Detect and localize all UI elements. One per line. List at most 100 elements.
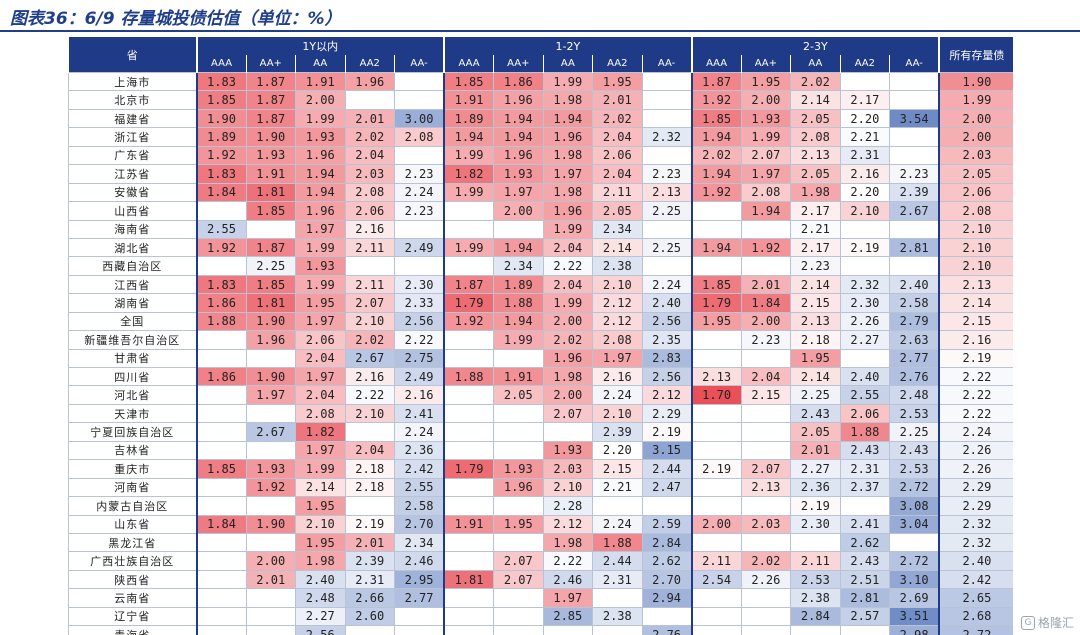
valuation-cell: 1.97 (245, 385, 296, 405)
table-row: 湖南省 1.86 1.81 1.95 2.07 2.33 1.79 1.88 1.99 2.12 2… (68, 293, 1013, 313)
province-cell: 新疆维吾尔自治区 (68, 330, 197, 350)
all-bonds-cell: 2.00 (938, 127, 1013, 147)
valuation-cell (690, 496, 742, 516)
valuation-cell: 2.00 (740, 311, 792, 332)
valuation-cell (195, 201, 247, 221)
valuation-cell: 2.56 (295, 625, 346, 635)
valuation-cell: 2.53 (889, 459, 940, 479)
valuation-cell: 1.93 (245, 145, 296, 166)
all-bonds-header: 所有存量债 (938, 37, 1013, 73)
valuation-cell: 2.76 (641, 625, 693, 635)
valuation-cell: 2.35 (641, 330, 693, 350)
province-cell: 浙江省 (68, 127, 197, 147)
valuation-cell: 2.37 (839, 477, 891, 498)
valuation-cell (245, 496, 296, 516)
valuation-cell: 2.63 (889, 330, 940, 350)
valuation-cell: 1.95 (295, 532, 346, 553)
valuation-cell (839, 219, 891, 239)
valuation-cell: 1.95 (690, 311, 742, 332)
table-row: 黑龙江省 1.95 2.01 2.34 1.98 1.88 2.84 2.62 2.32 (68, 532, 1013, 553)
valuation-cell: 1.97 (295, 366, 346, 387)
valuation-cell: 3.51 (889, 606, 940, 627)
valuation-cell: 2.31 (344, 569, 395, 590)
valuation-cell: 2.24 (641, 274, 693, 295)
valuation-cell: 2.01 (740, 274, 792, 295)
valuation-cell: 2.55 (195, 219, 247, 239)
table-row: 四川省 1.86 1.90 1.97 2.16 2.49 1.88 1.91 1.98 2.16 2… (68, 366, 1013, 387)
valuation-cell: 2.77 (394, 588, 445, 608)
table-row: 山西省 1.85 1.96 2.06 2.23 2.00 1.96 2.05 2.25 1.94 2… (68, 201, 1013, 221)
all-bonds-cell: 2.29 (938, 477, 1013, 498)
province-cell: 广东省 (68, 145, 197, 166)
valuation-cell: 1.96 (542, 201, 594, 221)
province-cell: 四川省 (68, 366, 197, 387)
valuation-cell: 2.25 (889, 422, 940, 442)
valuation-cell: 2.17 (839, 90, 891, 110)
valuation-cell: 1.85 (245, 201, 296, 221)
valuation-cell: 2.10 (839, 201, 891, 221)
valuation-cell (690, 403, 742, 424)
valuation-cell: 2.56 (641, 366, 693, 387)
valuation-cell: 2.03 (542, 459, 594, 479)
valuation-cell: 1.79 (690, 293, 742, 313)
valuation-cell (443, 496, 495, 516)
valuation-cell: 2.31 (592, 569, 643, 590)
valuation-cell: 1.86 (195, 366, 247, 387)
valuation-cell: 1.92 (195, 237, 247, 258)
valuation-cell: 1.95 (295, 496, 346, 516)
valuation-cell (889, 71, 940, 92)
valuation-cell: 2.39 (592, 422, 643, 442)
valuation-cell: 1.92 (690, 90, 742, 110)
valuation-cell: 1.94 (740, 201, 792, 221)
maturity-group-header: 2-3Y (690, 37, 940, 55)
table-row: 海南省 2.55 1.97 2.16 1.99 2.34 2.21 2.10 (68, 219, 1013, 239)
valuation-cell: 2.10 (592, 274, 643, 295)
valuation-cell: 2.04 (344, 440, 395, 461)
valuation-cell: 1.98 (542, 532, 594, 553)
valuation-cell: 2.84 (641, 532, 693, 553)
valuation-cell: 2.31 (839, 459, 891, 479)
valuation-cell: 2.40 (839, 366, 891, 387)
valuation-cell: 2.30 (394, 274, 445, 295)
valuation-cell: 1.88 (592, 532, 643, 553)
valuation-cell (493, 422, 544, 442)
table-row: 天津市 2.08 2.10 2.41 2.07 2.10 2.29 2.43 2.06 2.53 2… (68, 403, 1013, 424)
province-cell: 重庆市 (68, 459, 197, 479)
valuation-cell: 2.14 (790, 274, 841, 295)
valuation-cell: 2.25 (641, 237, 693, 258)
valuation-cell: 2.62 (839, 532, 891, 553)
valuation-cell (592, 496, 643, 516)
table-row: 广东省 1.92 1.93 1.96 2.04 1.99 1.96 1.98 2.06 2.02 2… (68, 145, 1013, 166)
valuation-cell (889, 219, 940, 239)
valuation-cell: 2.76 (889, 366, 940, 387)
valuation-cell: 2.36 (790, 477, 841, 498)
valuation-cell: 2.17 (790, 201, 841, 221)
valuation-cell: 2.95 (394, 569, 445, 590)
valuation-cell: 2.03 (740, 514, 792, 534)
province-cell: 湖南省 (68, 293, 197, 313)
all-bonds-cell: 2.06 (938, 182, 1013, 203)
valuation-cell: 1.93 (295, 127, 346, 147)
valuation-cell: 2.27 (839, 330, 891, 350)
valuation-cell (443, 588, 495, 608)
valuation-cell: 2.01 (344, 532, 395, 553)
province-cell: 河南省 (68, 477, 197, 498)
valuation-cell: 1.90 (245, 366, 296, 387)
figure-title: 图表36：6/9 存量城投债估值（单位：%） (10, 9, 342, 29)
valuation-cell: 3.15 (641, 440, 693, 461)
valuation-cell: 2.23 (394, 201, 445, 221)
valuation-cell (344, 90, 395, 110)
province-cell: 山西省 (68, 201, 197, 221)
valuation-cell: 1.97 (592, 348, 643, 369)
province-header: 省 (68, 37, 197, 73)
valuation-cell: 1.96 (493, 477, 544, 498)
all-bonds-cell: 2.08 (938, 201, 1013, 221)
table-row: 广西壮族自治区 2.00 1.98 2.39 2.46 2.07 2.22 2.44 2.62 2… (68, 551, 1013, 571)
valuation-cell (889, 145, 940, 166)
valuation-cell: 2.12 (592, 293, 643, 313)
valuation-cell: 2.06 (295, 330, 346, 350)
valuation-cell: 3.00 (394, 108, 445, 129)
watermark-text: 格隆汇 (1037, 616, 1074, 630)
valuation-cell (245, 588, 296, 608)
province-cell: 山东省 (68, 514, 197, 534)
